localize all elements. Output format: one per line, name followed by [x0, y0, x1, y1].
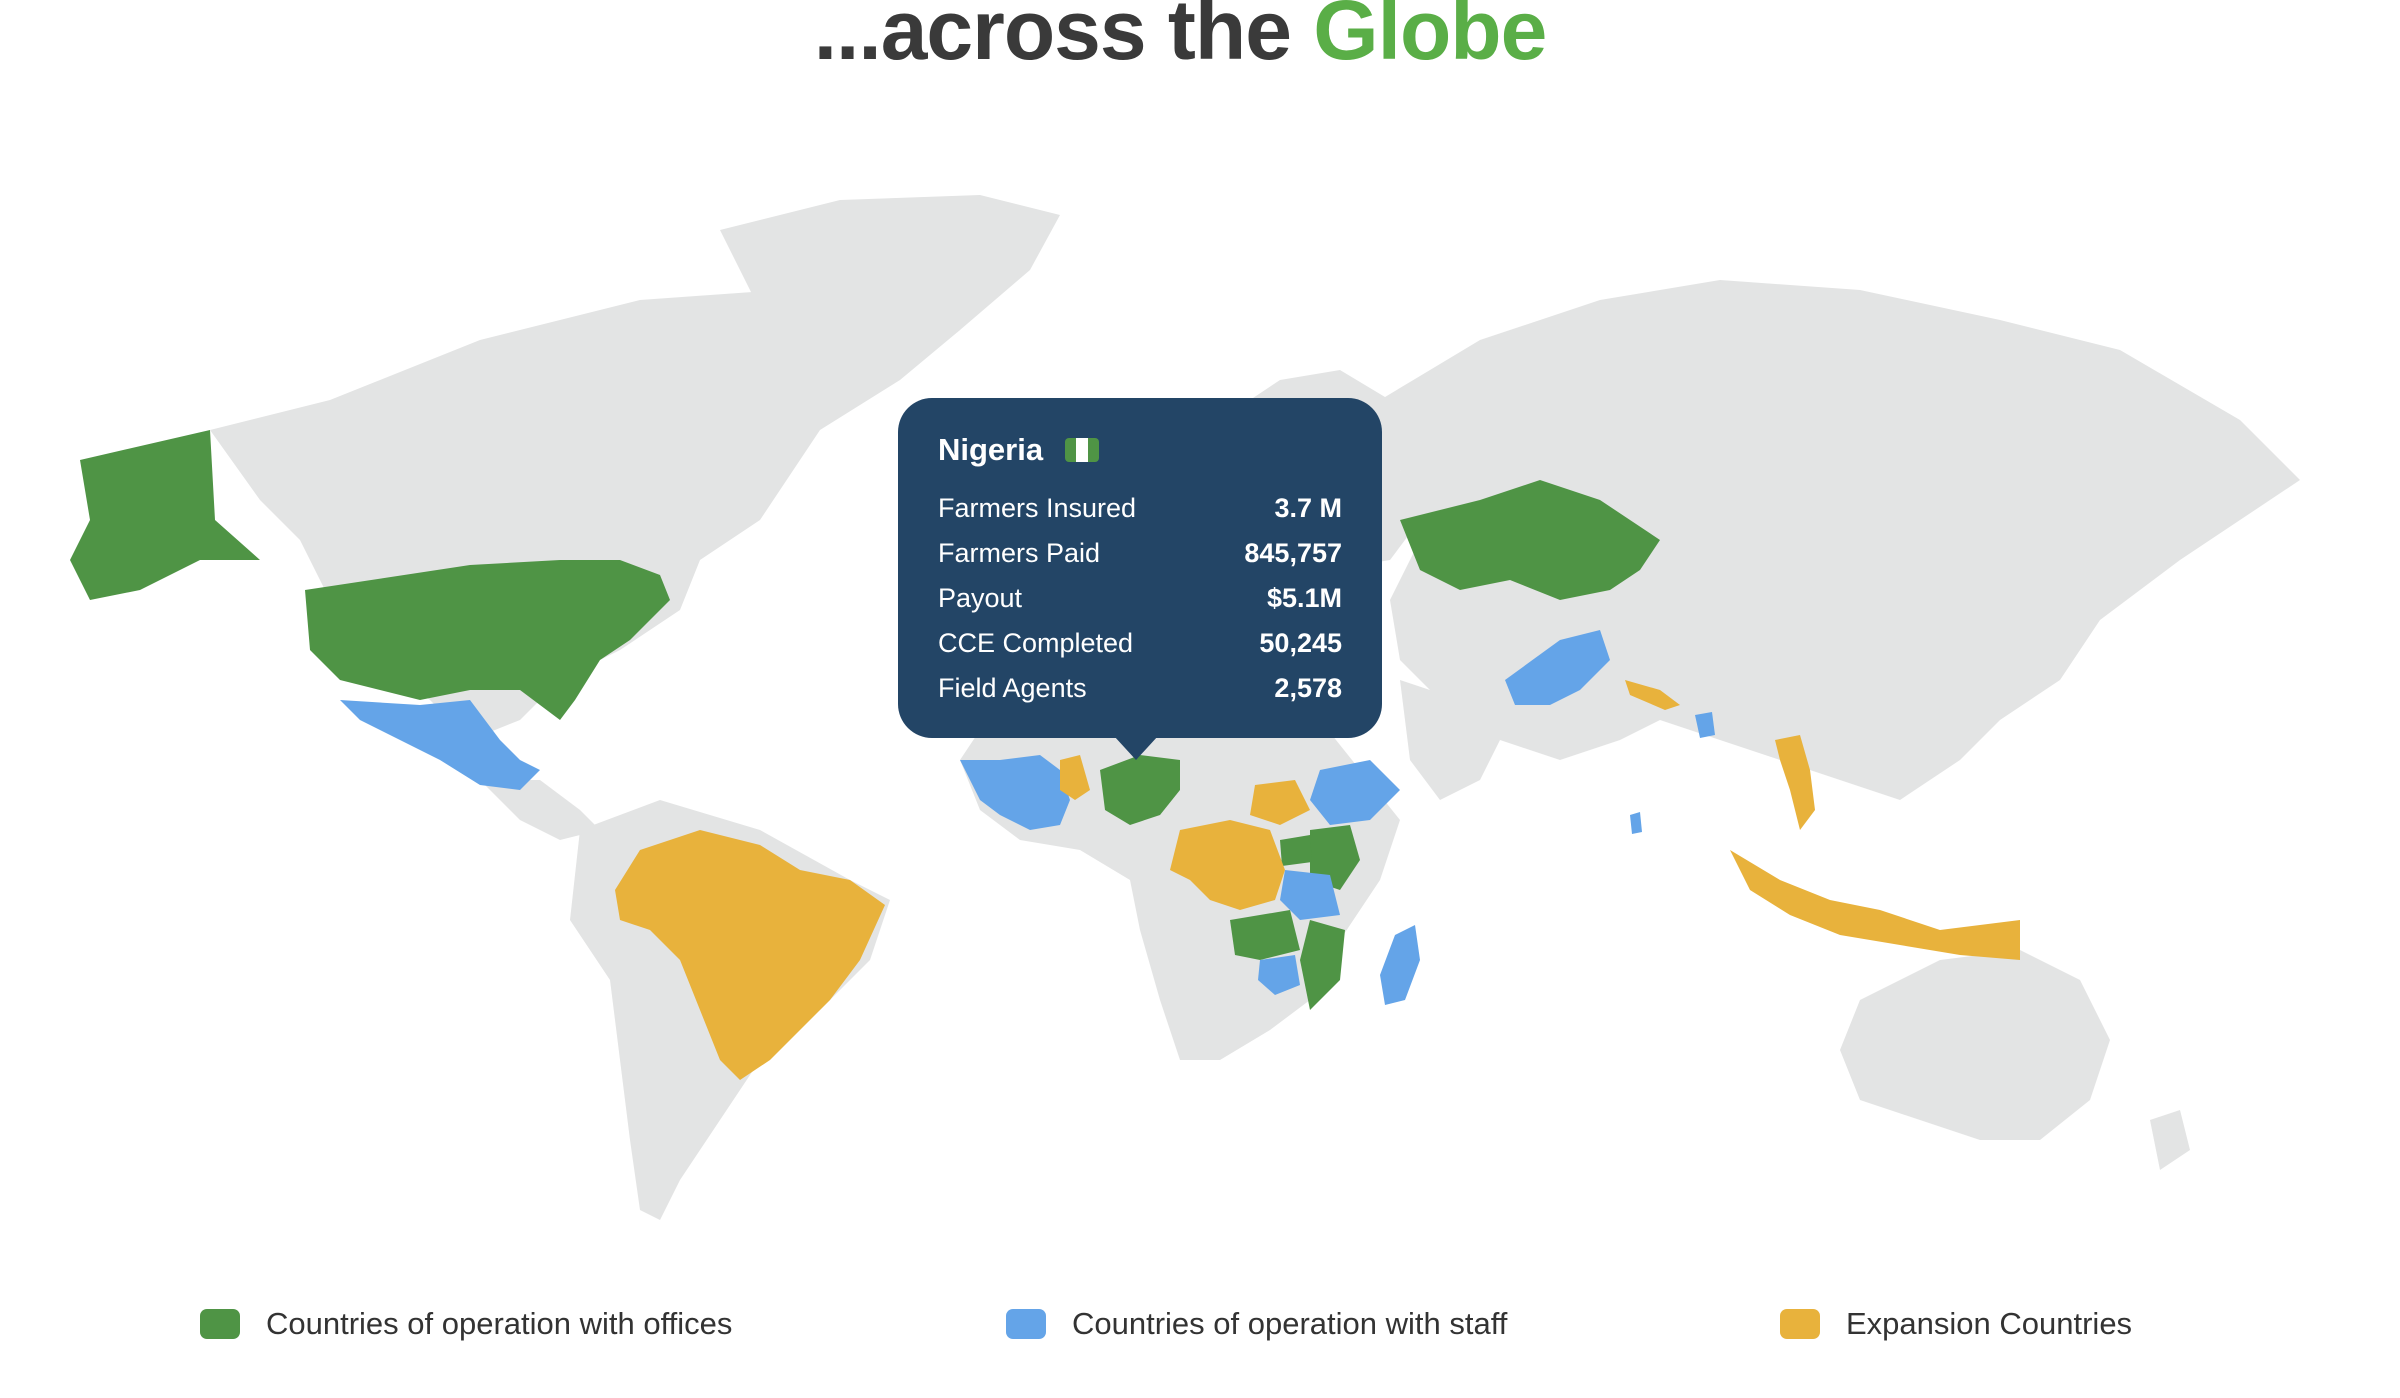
tooltip-row: Field Agents 2,578	[938, 666, 1342, 711]
country-zambia	[1230, 910, 1300, 960]
country-brazil	[615, 830, 885, 1080]
tooltip-row: Farmers Insured 3.7 M	[938, 486, 1342, 531]
tooltip-label: Farmers Paid	[938, 538, 1101, 568]
country-madagascar	[1380, 925, 1420, 1005]
staff-countries	[340, 630, 1715, 1005]
tooltip-label: CCE Completed	[938, 628, 1134, 658]
legend-label-offices: Countries of operation with offices	[266, 1306, 733, 1341]
country-kazakhstan	[1400, 480, 1660, 600]
tooltip-label: Field Agents	[938, 673, 1087, 703]
country-indonesia	[1730, 850, 2020, 960]
tooltip-row: CCE Completed 50,245	[938, 621, 1342, 666]
tooltip-value: 3.7 M	[1274, 493, 1342, 523]
tooltip-value: 845,757	[1244, 538, 1342, 568]
legend-item-staff: Countries of operation with staff	[1006, 1306, 1507, 1342]
tooltip-row: Farmers Paid 845,757	[938, 531, 1342, 576]
legend-swatch-staff	[1006, 1309, 1046, 1339]
legend-swatch-expansion	[1780, 1309, 1820, 1339]
country-vietnam	[1775, 735, 1815, 830]
country-west-africa-group	[960, 755, 1070, 830]
country-mexico	[340, 700, 540, 790]
country-uganda	[1280, 835, 1312, 866]
country-sri-lanka	[1630, 812, 1642, 834]
map-legend: Countries of operation with offices Coun…	[0, 1306, 2400, 1356]
country-bangladesh	[1695, 712, 1715, 738]
tooltip-value: 2,578	[1274, 673, 1342, 703]
offices-countries	[70, 430, 1660, 1010]
tooltip-label: Farmers Insured	[938, 493, 1137, 523]
country-south-sudan	[1250, 780, 1310, 825]
country-alaska	[70, 430, 260, 600]
tooltip-value: 50,245	[1259, 628, 1342, 658]
land-central-america	[480, 780, 600, 840]
country-usa	[305, 560, 670, 720]
country-pakistan	[1505, 630, 1610, 705]
legend-label-expansion: Expansion Countries	[1846, 1306, 2133, 1341]
tooltip-row: Payout $5.1M	[938, 576, 1342, 621]
title-prefix: ...across the	[813, 0, 1314, 77]
title-highlight: Globe	[1313, 0, 1547, 77]
country-ghana	[1060, 755, 1090, 800]
legend-item-offices: Countries of operation with offices	[200, 1306, 732, 1342]
land-japan	[2010, 580, 2050, 660]
tooltip-country-name: Nigeria	[938, 432, 1044, 467]
country-tanzania	[1280, 870, 1340, 920]
country-ethiopia	[1310, 760, 1400, 825]
legend-swatch-offices	[200, 1309, 240, 1339]
land-arabia	[1400, 680, 1500, 800]
legend-item-expansion: Expansion Countries	[1780, 1306, 2132, 1342]
land-greenland	[720, 195, 1060, 420]
tooltip-value: $5.1M	[1266, 583, 1342, 613]
country-mozambique	[1300, 920, 1345, 1010]
land-australia	[1840, 950, 2110, 1140]
country-nepal	[1625, 680, 1680, 710]
nigeria-flag-icon	[1065, 438, 1100, 462]
country-kenya	[1310, 825, 1360, 890]
land-new-zealand	[2150, 1110, 2190, 1170]
land-asia	[1380, 280, 2300, 800]
tooltip-label: Payout	[938, 583, 1023, 613]
country-nigeria	[1100, 755, 1180, 825]
country-malawi	[1258, 955, 1300, 995]
page-title: ...across the Globe	[0, 0, 2360, 79]
country-tooltip: Nigeria Farmers Insured 3.7 M Farmers Pa…	[898, 398, 1382, 760]
expansion-countries	[615, 680, 2020, 1080]
country-drc	[1170, 820, 1285, 910]
legend-label-staff: Countries of operation with staff	[1072, 1306, 1508, 1341]
